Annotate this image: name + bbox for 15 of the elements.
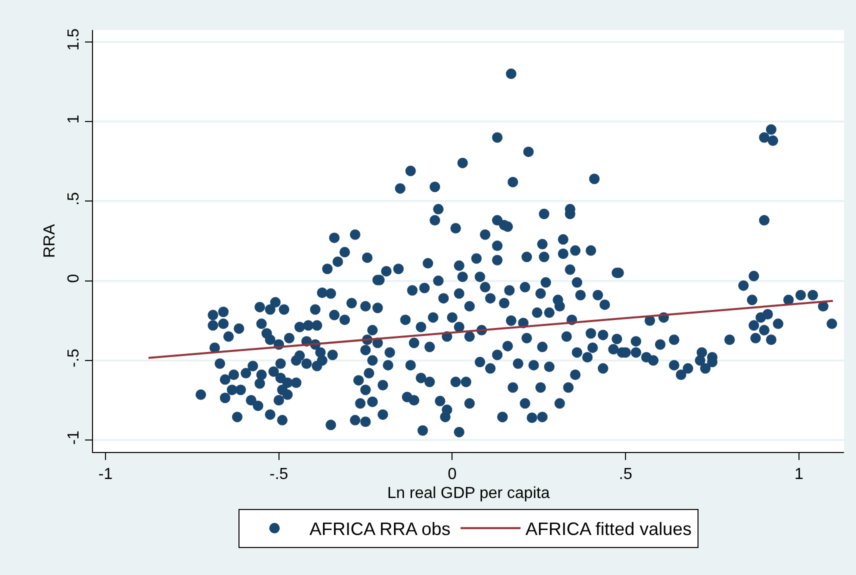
y-axis-title: RRA <box>42 224 58 258</box>
legend-label: AFRICA fitted values <box>526 519 692 540</box>
y-tick-label: 1.5 <box>66 28 83 51</box>
x-tick-label: -1 <box>98 466 113 484</box>
y-tick-label: 1 <box>66 114 83 124</box>
y-tick-label: .5 <box>66 192 83 206</box>
y-tick-label: -1 <box>66 430 83 445</box>
x-tick-label: 0 <box>448 466 457 484</box>
x-tick-label: .5 <box>618 466 632 484</box>
x-axis-title: Ln real GDP per capita <box>387 484 550 502</box>
x-tick-label: -.5 <box>270 466 288 484</box>
y-tick-label: 0 <box>66 274 83 283</box>
legend-label: AFRICA RRA obs <box>310 519 451 540</box>
y-tick-label: -.5 <box>66 348 83 368</box>
x-tick-label: 1 <box>794 466 804 484</box>
